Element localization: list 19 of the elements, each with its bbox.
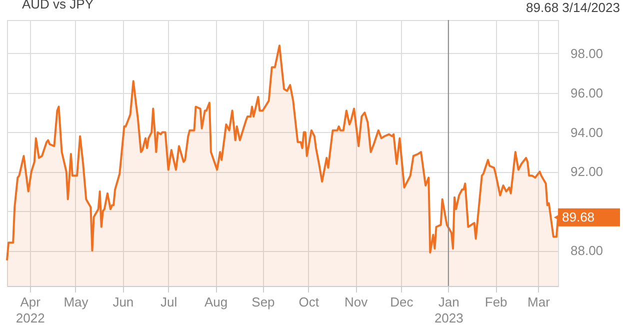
x-tick-label: Dec	[390, 294, 414, 310]
x-tick-label: Jun	[112, 294, 134, 310]
y-tick-label: 94.00	[570, 124, 604, 140]
y-tick-label: 92.00	[570, 164, 604, 180]
x-tick-label: Sep	[252, 294, 275, 310]
x-tick-label: Oct	[298, 294, 320, 310]
y-tick-label: 96.00	[570, 85, 604, 100]
x-tick-label: Nov	[344, 294, 368, 310]
x-tick-label: Aug	[204, 294, 228, 310]
x-tick-label: Jan 2023	[434, 294, 464, 326]
x-tick-label: Jul	[160, 294, 178, 310]
x-tick-label: May	[64, 294, 89, 310]
x-tick-label: Feb	[484, 294, 508, 310]
annotation: 89.68	[562, 209, 595, 224]
y-tick-label: 98.00	[570, 46, 604, 61]
text: 89.68 3/14/2023	[526, 0, 620, 15]
y-tick-label: 88.00	[570, 243, 604, 258]
x-tick-label: Mar	[528, 294, 551, 310]
x-tick-label: Apr 2022	[16, 294, 45, 326]
